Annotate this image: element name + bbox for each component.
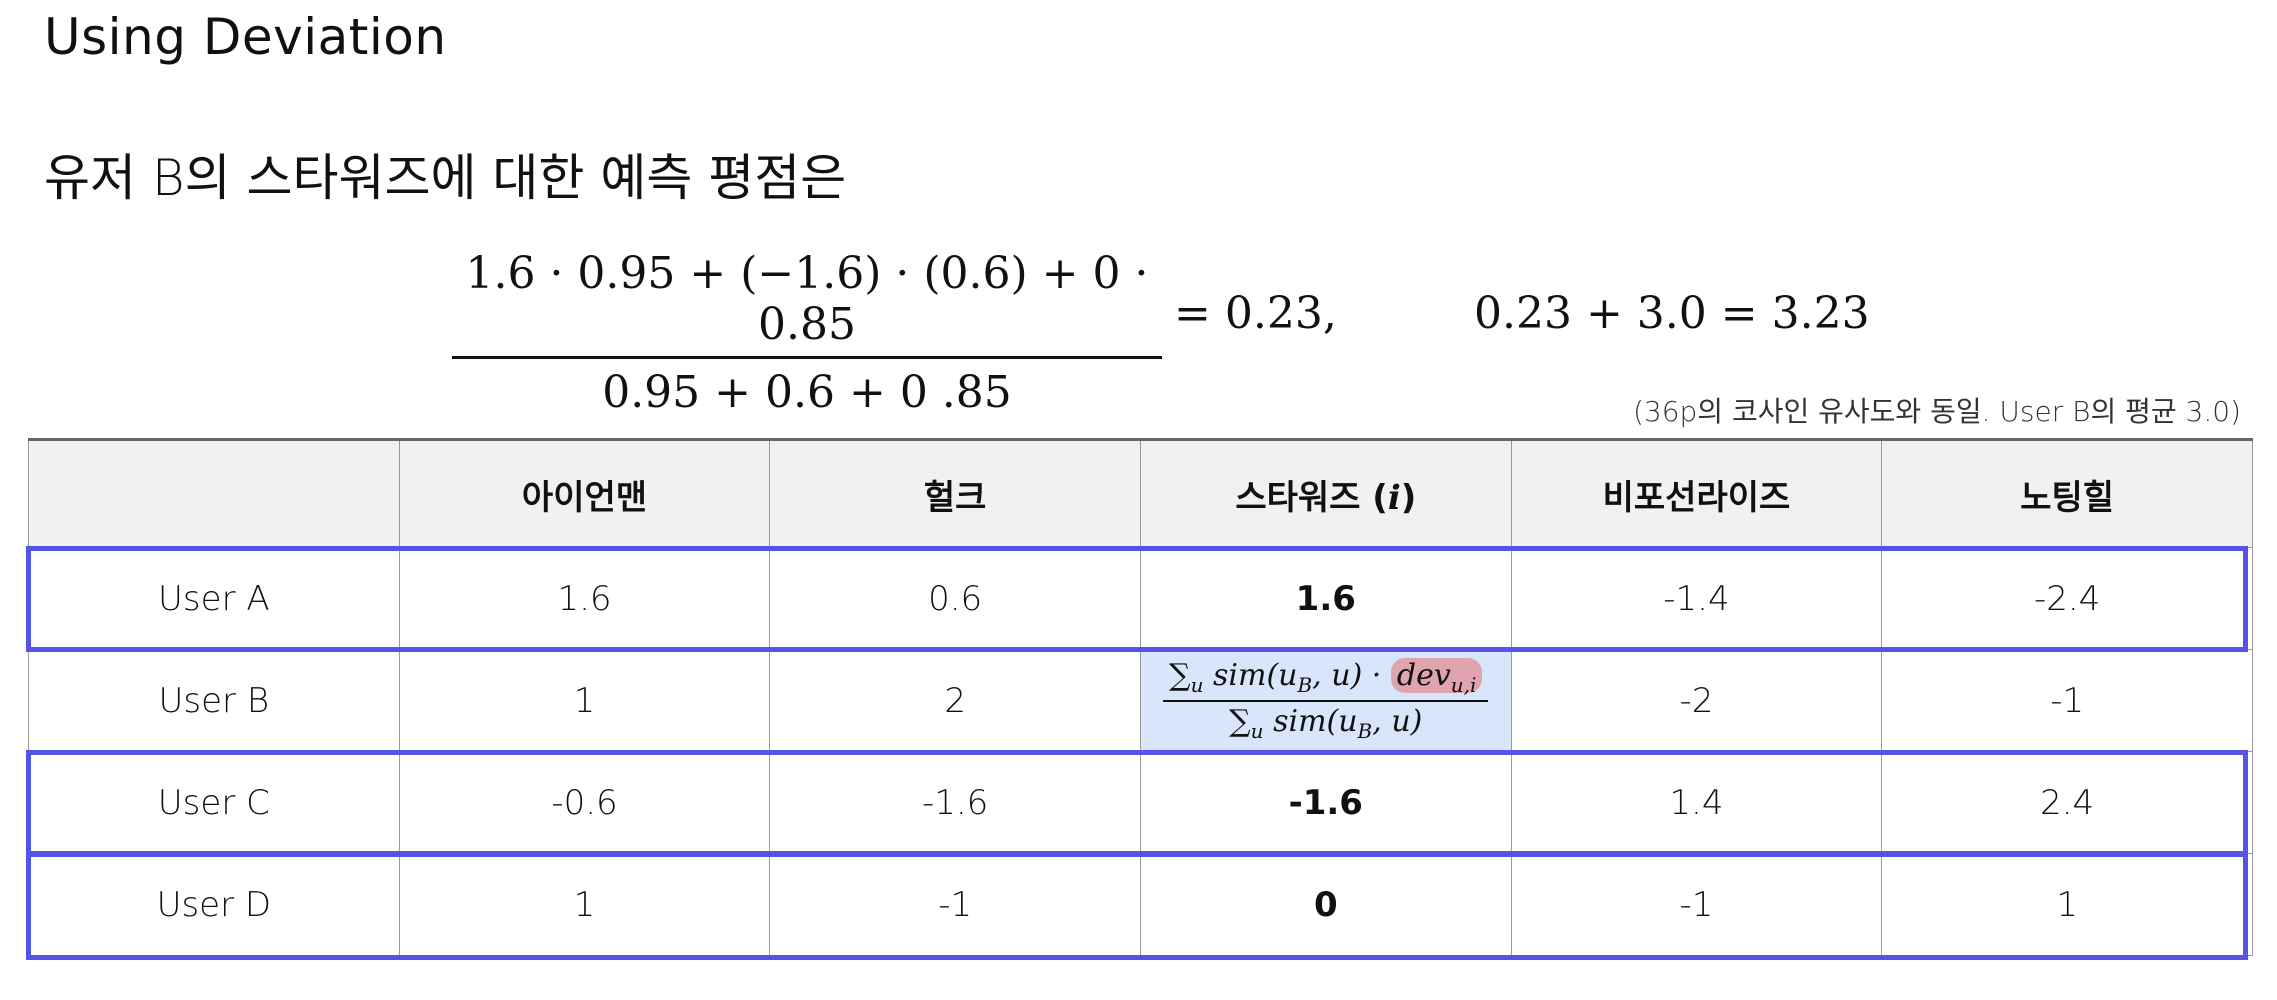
equation-fraction: 1.6 · 0.95 + (−1.6) · (0.6) + 0 · 0.85 0… (452, 248, 1162, 418)
row-label: User B (28, 649, 400, 752)
table-cell-starwars: 0 (1139, 853, 1512, 956)
table-cell: -2 (1510, 649, 1883, 752)
formula-denominator: ∑u sim(uB, u) (1229, 703, 1423, 743)
table-cell: 2 (769, 649, 1141, 752)
equation-numerator: 1.6 · 0.95 + (−1.6) · (0.6) + 0 · 0.85 (465, 248, 1149, 350)
deviation-term-highlight: devu,i (1390, 657, 1483, 695)
table-cell: -1.6 (769, 751, 1141, 854)
prediction-formula: ∑u sim(uB, u) · devu,i ∑u sim(uB, u) (1163, 657, 1489, 743)
table-row-user-c: User C -0.6 -1.6 -1.6 1.4 2.4 (28, 751, 2253, 854)
page-subtitle: 유저 B의 스타워즈에 대한 예측 평점은 (44, 149, 847, 207)
table-cell: -2.4 (1881, 547, 2253, 650)
item-symbol: i (1387, 477, 1401, 518)
equation-final: 0.23 + 3.0 = 3.23 (1474, 288, 1870, 339)
table-cell-starwars: 1.6 (1139, 547, 1512, 650)
table-cell: 0.6 (769, 547, 1141, 650)
row-label: User C (28, 751, 400, 854)
footnote: (36p의 코사인 유사도와 동일. User B의 평균 3.0) (1632, 395, 2241, 428)
table-cell: 1.6 (398, 547, 771, 650)
table-cell: -1.4 (1510, 547, 1883, 650)
header-starwars-label: 스타워즈 ( (1235, 477, 1388, 518)
header-starwars-close: ) (1400, 477, 1417, 518)
rating-deviation-table: 아이언맨 헐크 스타워즈 (i) 비포선라이즈 노팅힐 User A 1.6 0… (28, 438, 2253, 956)
table-row-user-b: User B 1 2 ∑u sim(uB, u) · devu,i ∑u sim… (28, 649, 2253, 752)
table-cell: 1 (398, 853, 771, 956)
table-cell: -1 (1510, 853, 1883, 956)
table-row-user-a: User A 1.6 0.6 1.6 -1.4 -2.4 (28, 547, 2253, 650)
formula-bar (1163, 699, 1489, 702)
table-cell-starwars: -1.6 (1139, 751, 1512, 854)
table-cell: 1 (1881, 853, 2253, 956)
header-ironman: 아이언맨 (398, 438, 771, 548)
table-cell: -0.6 (398, 751, 771, 854)
prediction-formula-cell: ∑u sim(uB, u) · devu,i ∑u sim(uB, u) (1139, 649, 1512, 752)
formula-numerator: ∑u sim(uB, u) · devu,i (1163, 657, 1488, 700)
header-notting-hill: 노팅힐 (1881, 438, 2253, 548)
table-cell: 1.4 (1510, 751, 1883, 854)
table-cell: -1 (1881, 649, 2253, 752)
table-header-row: 아이언맨 헐크 스타워즈 (i) 비포선라이즈 노팅힐 (28, 438, 2253, 548)
table-cell: 2.4 (1881, 751, 2253, 854)
page-title: Using Deviation (44, 8, 447, 66)
fraction-bar (452, 356, 1162, 359)
table-cell: -1 (769, 853, 1141, 956)
header-hulk: 헐크 (769, 438, 1141, 548)
row-label: User A (28, 547, 400, 650)
table-cell: 1 (398, 649, 771, 752)
header-corner (28, 438, 400, 548)
header-before-sunrise: 비포선라이즈 (1510, 438, 1883, 548)
table-row-user-d: User D 1 -1 0 -1 1 (28, 853, 2253, 956)
header-starwars: 스타워즈 (i) (1139, 438, 1512, 548)
equation-denominator: 0.95 + 0.6 + 0 .85 (602, 367, 1012, 418)
equation-result: = 0.23, (1174, 288, 1337, 339)
row-label: User D (28, 853, 400, 956)
